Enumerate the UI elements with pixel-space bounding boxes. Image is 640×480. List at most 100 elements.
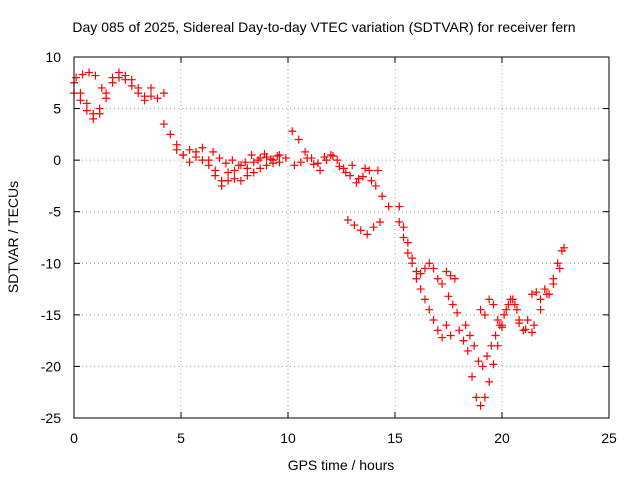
data-series [530,243,569,330]
data-point [412,274,421,283]
data-point [536,295,545,304]
data-point [433,274,442,283]
x-tick-label: 0 [70,430,78,446]
data-point [72,73,81,82]
data-point [294,135,303,144]
data-point [82,99,91,108]
data-point [448,300,457,309]
data-point [472,393,481,402]
data-point [313,159,322,168]
data-point [489,360,498,369]
data-point [241,158,250,167]
data-point [429,316,438,325]
data-point [542,290,551,299]
data-point [532,288,541,297]
data-series [461,295,521,371]
data-points [70,68,569,410]
data-point [230,174,239,183]
data-series [395,218,455,342]
data-point [358,172,367,181]
data-point [455,326,464,335]
x-axis-title: GPS time / hours [288,457,395,473]
data-point [399,233,408,242]
data-point [399,223,408,232]
data-point [459,336,468,345]
data-point [185,158,194,167]
data-point [468,372,477,381]
data-point [446,331,455,340]
data-point [502,305,511,314]
y-tick-label: -25 [41,410,61,426]
data-point [256,154,265,163]
data-series [288,127,393,211]
data-series [444,292,462,317]
data-point [217,181,226,190]
data-point [236,176,245,185]
data-point [275,158,284,167]
data-point [521,325,530,334]
data-point [198,156,207,165]
data-point [378,192,387,201]
data-point [185,145,194,154]
data-point [260,149,269,158]
data-point [485,377,494,386]
data-point [536,305,545,314]
data-point [254,156,263,165]
data-point [78,70,87,79]
x-tick-label: 15 [387,430,403,446]
data-point [288,127,297,136]
data-point [204,161,213,170]
data-point [290,161,299,170]
data-point [433,326,442,335]
data-series [343,215,385,239]
data-point [322,156,331,165]
data-point [147,83,156,92]
data-series [395,202,459,288]
data-point [361,164,370,173]
data-point [191,153,200,162]
data-point [498,323,506,332]
data-point [273,152,282,161]
data-point [523,316,532,325]
data-point [147,92,156,101]
data-point [463,346,472,355]
data-point [159,89,168,98]
data-point [341,168,350,177]
data-series [476,295,506,332]
data-point [367,176,376,185]
data-point [356,226,365,235]
data-series [209,147,282,170]
data-point [316,166,325,175]
data-point [373,166,382,175]
data-series [72,68,106,92]
data-point [480,393,489,402]
data-point [493,316,502,325]
data-point [483,352,492,361]
data-point [127,81,136,90]
data-point [446,271,455,280]
data-point [420,264,429,273]
data-point [121,75,130,84]
data-point [519,326,528,335]
data-point [408,259,417,268]
data-point [442,321,451,330]
data-point [247,150,256,159]
data-point [480,310,489,319]
data-point [97,83,106,92]
data-point [166,130,175,139]
data-point [363,230,372,239]
data-point [346,171,355,180]
data-point [134,89,143,98]
data-series [70,73,156,123]
data-point [527,328,536,337]
data-point [179,150,188,159]
data-point [442,267,451,276]
data-series [290,152,382,185]
data-point [365,166,374,175]
data-point [249,168,258,177]
data-point [476,401,485,410]
data-point [354,174,363,183]
data-series [159,120,290,185]
data-point [530,321,539,330]
